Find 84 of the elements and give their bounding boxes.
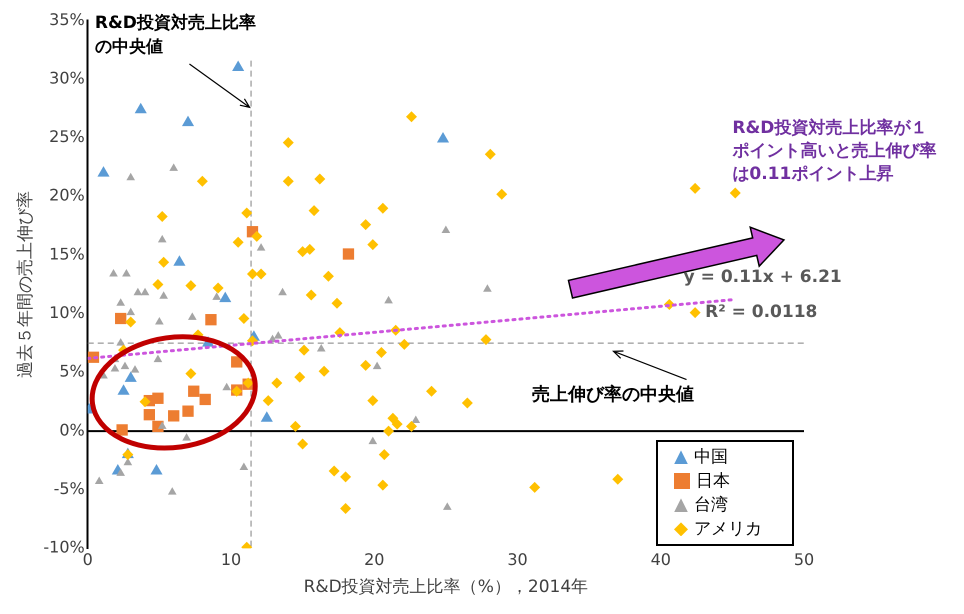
point	[158, 234, 167, 242]
y-tick-label: 10%	[49, 302, 85, 322]
point	[182, 406, 194, 417]
y-tick-label: 20%	[49, 186, 85, 205]
point	[411, 416, 420, 424]
point	[110, 364, 120, 372]
x-tick-label: 0	[82, 550, 93, 570]
point	[384, 296, 393, 304]
point	[274, 331, 283, 339]
point	[278, 288, 287, 296]
point	[182, 116, 194, 126]
point	[205, 314, 217, 326]
point	[144, 409, 155, 420]
point	[168, 410, 180, 422]
point	[222, 382, 232, 390]
annotation: y = 0.11x + 6.21	[684, 266, 842, 287]
point	[117, 384, 130, 395]
y-tick-label: 5%	[59, 362, 85, 381]
y-axis-title: 過去５年間の売上伸び率	[16, 191, 36, 378]
point	[188, 312, 197, 320]
point	[169, 163, 178, 171]
x-tick-label: 20	[364, 550, 384, 570]
x-tick-label: 10	[220, 550, 242, 570]
y-tick-label: 0%	[59, 420, 85, 440]
point	[188, 386, 200, 397]
legend-label: 中国	[694, 446, 728, 470]
point	[372, 362, 382, 370]
point	[260, 411, 273, 422]
point	[232, 60, 244, 72]
legend-label: 日本	[696, 470, 730, 494]
legend-label: 台湾	[694, 494, 728, 518]
annotation: R&D投資対売上比率が１ポイント高いと売上伸び率は0.11ポイント上昇	[732, 116, 938, 186]
point	[97, 166, 110, 177]
point	[126, 308, 136, 316]
point	[158, 421, 167, 429]
point	[116, 298, 126, 306]
point	[94, 476, 104, 484]
point	[212, 292, 221, 300]
point	[159, 291, 168, 299]
point	[115, 312, 126, 324]
point	[126, 172, 136, 180]
legend-label: アメリカ	[694, 518, 762, 542]
point	[173, 255, 186, 266]
point	[442, 502, 452, 510]
point	[442, 226, 450, 234]
point	[316, 344, 326, 352]
point	[154, 354, 162, 362]
y-tick-label: -10%	[43, 538, 85, 557]
point	[134, 288, 142, 296]
point	[120, 362, 130, 370]
point	[140, 288, 150, 296]
x-tick-label: 30	[507, 550, 528, 570]
y-tick-label: 25%	[49, 127, 85, 146]
point	[134, 102, 147, 114]
point	[150, 464, 163, 474]
point	[116, 338, 126, 346]
point	[152, 392, 164, 404]
y-tick-label: 35%	[49, 10, 85, 29]
x-axis-title: R&D投資対売上比率（%），2014年	[304, 577, 588, 598]
point	[436, 132, 450, 143]
ref-line-label: 売上伸び率の中央値	[532, 382, 694, 406]
point	[168, 487, 177, 495]
y-tick-label: 30%	[49, 68, 85, 88]
x-tick-label: 40	[650, 550, 671, 570]
point	[109, 268, 118, 276]
annotation: R² = 0.0118	[705, 302, 818, 322]
point	[122, 268, 131, 276]
point	[130, 365, 140, 373]
point	[368, 436, 378, 444]
point	[116, 424, 128, 436]
point	[240, 462, 248, 470]
point	[155, 317, 164, 325]
ref-line-label: R&D投資対売上比率の中央値	[94, 10, 260, 59]
point	[483, 284, 492, 292]
y-tick-label: 15%	[49, 244, 85, 264]
point	[116, 468, 126, 476]
point	[200, 394, 211, 406]
point	[124, 371, 137, 382]
point	[256, 243, 266, 251]
point	[182, 433, 191, 441]
x-tick-label: 50	[794, 550, 814, 570]
point	[219, 292, 232, 302]
y-tick-label: -5%	[54, 478, 85, 498]
point	[342, 248, 354, 260]
